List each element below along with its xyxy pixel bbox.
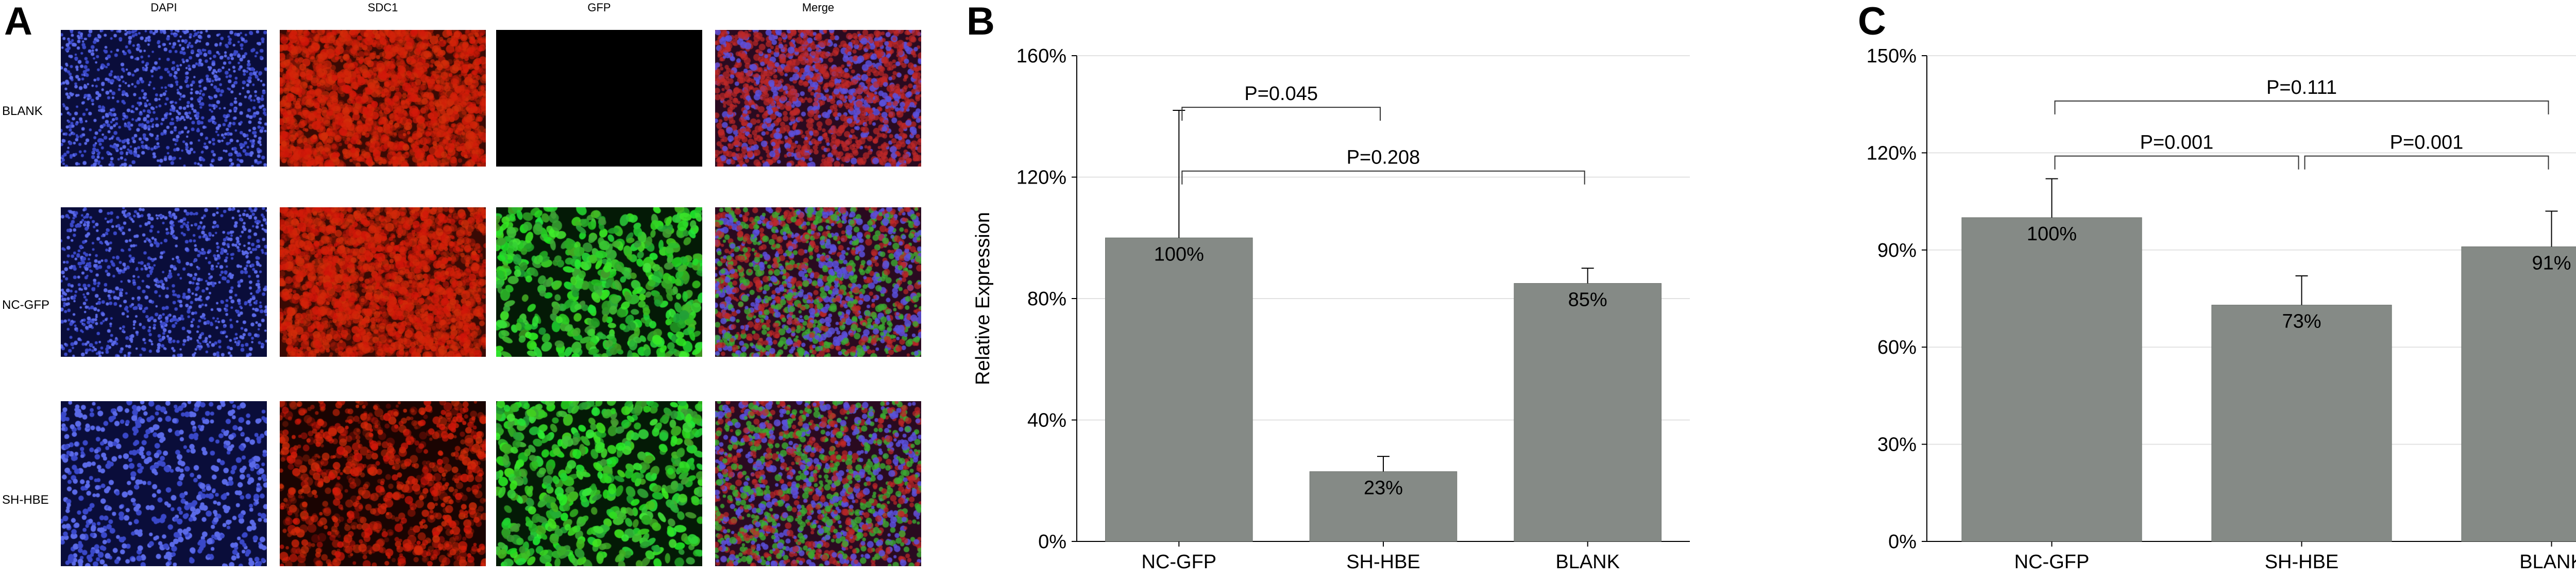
- bar: [1961, 217, 2142, 542]
- data-label: 23%: [1364, 477, 1403, 499]
- x-tick-label: SH-HBE: [1346, 551, 1420, 573]
- micrograph-nc-gfp-merge: [715, 207, 921, 357]
- significance-bracket: [2054, 155, 2299, 170]
- panel-b-letter: B: [967, 0, 995, 43]
- column-header-sdc1: SDC1: [367, 1, 398, 14]
- y-tick-label: 0%: [1038, 531, 1066, 553]
- micrograph-sh-hbe-dapi: [61, 401, 267, 566]
- data-label: 100%: [2027, 223, 2077, 245]
- significance-bracket: [1181, 107, 1381, 121]
- row-label-sh-hbe: SH-HBE: [2, 493, 49, 507]
- y-tick-label: 120%: [1016, 167, 1066, 189]
- p-value-label: P=0.001: [2390, 132, 2464, 154]
- y-tick-label: 120%: [1867, 142, 1917, 164]
- x-tick-label: BLANK: [1555, 551, 1620, 573]
- micrograph-nc-gfp-dapi: [61, 207, 267, 357]
- row-label-nc-gfp: NC-GFP: [2, 298, 49, 312]
- micrograph-blank-merge: [715, 30, 921, 167]
- micrograph-nc-gfp-sdc1: [280, 207, 486, 357]
- y-tick-label: 80%: [1027, 288, 1066, 310]
- data-label: 73%: [2282, 311, 2321, 333]
- micrograph-sh-hbe-sdc1: [280, 401, 486, 566]
- significance-bracket: [2304, 155, 2549, 170]
- y-axis-label: Relative Expression: [972, 212, 994, 385]
- row-label-blank: BLANK: [2, 104, 43, 118]
- p-value-label: P=0.111: [2266, 77, 2337, 98]
- bar: [1514, 283, 1662, 542]
- p-value-label: P=0.045: [1244, 83, 1318, 105]
- y-tick-label: 30%: [1877, 434, 1917, 456]
- y-tick-label: 60%: [1877, 337, 1917, 358]
- micrograph-blank-sdc1: [280, 30, 486, 167]
- p-value-label: P=0.208: [1347, 147, 1420, 169]
- panel-c-bar-chart: 0% 30% 60% 90% 120% 150% 100% NC-GFP 73% SH-HBE 91…: [1867, 45, 2576, 573]
- micrograph-sh-hbe-gfp: [496, 401, 702, 566]
- y-tick-label: 40%: [1027, 410, 1066, 432]
- x-tick-label: SH-HBE: [2265, 551, 2339, 573]
- p-value-label: P=0.001: [2140, 132, 2214, 154]
- x-tick-label: NC-GFP: [2014, 551, 2090, 573]
- significance-bracket: [1181, 170, 1585, 185]
- data-label: 100%: [1154, 243, 1204, 265]
- bar: [2211, 305, 2392, 542]
- data-label: 91%: [2532, 253, 2571, 274]
- bar: [1309, 471, 1458, 542]
- micrograph-sh-hbe-merge: [715, 401, 921, 566]
- data-label: 85%: [1568, 289, 1607, 311]
- y-tick-label: 150%: [1867, 45, 1917, 67]
- bar: [1105, 237, 1253, 542]
- column-header-dapi: DAPI: [150, 1, 177, 14]
- micrograph-blank-gfp: [496, 30, 702, 167]
- significance-bracket: [2054, 100, 2549, 114]
- x-tick-label: NC-GFP: [1142, 551, 1217, 573]
- column-header-gfp: GFP: [587, 1, 611, 14]
- column-header-merge: Merge: [802, 1, 835, 14]
- panel-a-letter: A: [4, 0, 32, 43]
- x-tick-label: BLANK: [2519, 551, 2576, 573]
- bar: [2461, 246, 2576, 542]
- y-tick-label: 0%: [1888, 531, 1917, 553]
- panel-c-letter: C: [1858, 0, 1886, 43]
- micrograph-blank-dapi: [61, 30, 267, 167]
- y-tick-label: 90%: [1877, 240, 1917, 261]
- micrograph-nc-gfp-gfp: [496, 207, 702, 357]
- y-tick-label: 160%: [1016, 45, 1066, 67]
- panel-b-bar-chart: 0% 40% 80% 120% 160% Relative Expression 100% N…: [972, 45, 1690, 573]
